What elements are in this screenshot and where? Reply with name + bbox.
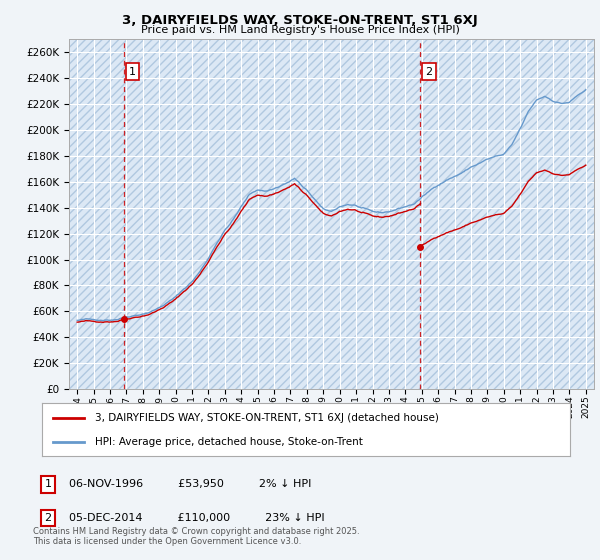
Text: 1: 1 [44, 479, 52, 489]
Text: Price paid vs. HM Land Registry's House Price Index (HPI): Price paid vs. HM Land Registry's House … [140, 25, 460, 35]
Text: 06-NOV-1996          £53,950          2% ↓ HPI: 06-NOV-1996 £53,950 2% ↓ HPI [69, 479, 311, 489]
Text: 05-DEC-2014          £110,000          23% ↓ HPI: 05-DEC-2014 £110,000 23% ↓ HPI [69, 513, 325, 523]
Text: 3, DAIRYFIELDS WAY, STOKE-ON-TRENT, ST1 6XJ: 3, DAIRYFIELDS WAY, STOKE-ON-TRENT, ST1 … [122, 14, 478, 27]
Text: 1: 1 [129, 67, 136, 77]
Text: 3, DAIRYFIELDS WAY, STOKE-ON-TRENT, ST1 6XJ (detached house): 3, DAIRYFIELDS WAY, STOKE-ON-TRENT, ST1 … [95, 413, 439, 423]
Text: HPI: Average price, detached house, Stoke-on-Trent: HPI: Average price, detached house, Stok… [95, 436, 362, 446]
Text: Contains HM Land Registry data © Crown copyright and database right 2025.
This d: Contains HM Land Registry data © Crown c… [33, 526, 359, 546]
Text: 2: 2 [44, 513, 52, 523]
Text: 2: 2 [425, 67, 433, 77]
